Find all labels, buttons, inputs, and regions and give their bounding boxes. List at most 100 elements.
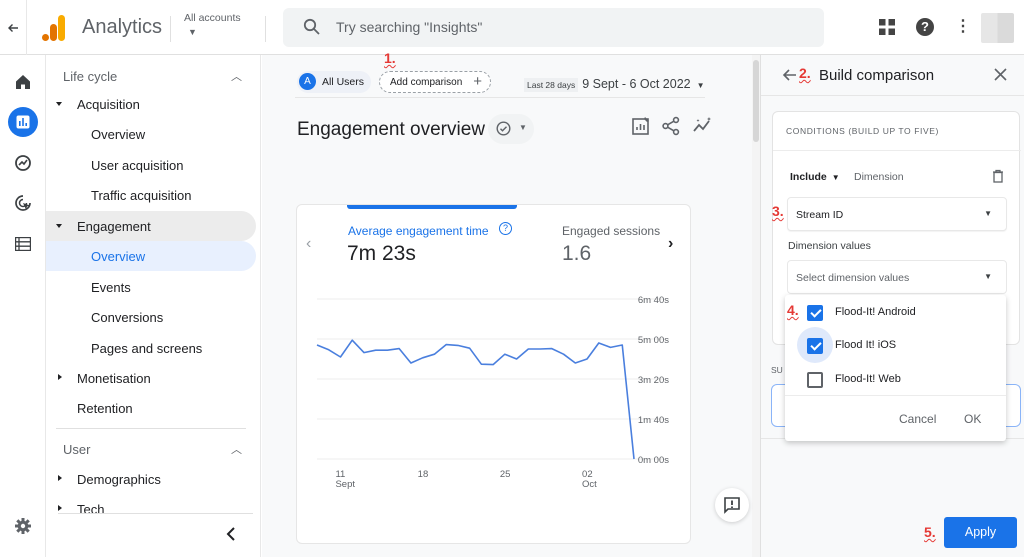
cancel-button[interactable]: Cancel <box>899 412 937 426</box>
annotation-step-4: 4. <box>787 302 799 318</box>
add-comparison-button[interactable]: Add comparison + <box>379 71 491 93</box>
option-flood-it-web[interactable]: Flood-It! Web <box>785 363 1006 395</box>
sidebar-item-monetisation[interactable]: Monetisation <box>46 363 256 393</box>
dimension-values-select[interactable]: Select dimension values ▼ <box>787 260 1007 294</box>
checkbox-unchecked[interactable] <box>807 372 823 388</box>
nav-rail <box>0 55 46 557</box>
arrow-left-icon <box>8 24 18 32</box>
sidebar-item-events[interactable]: Events <box>46 272 256 302</box>
apps-grid-icon[interactable] <box>879 19 895 35</box>
analytics-logo-icon <box>42 15 65 41</box>
checkbox-checked[interactable] <box>807 305 823 321</box>
metric-tab-engaged-sessions[interactable]: Engaged sessions <box>562 224 661 238</box>
sidebar-item-label: Engagement <box>77 219 151 234</box>
svg-text:1m 40s: 1m 40s <box>638 415 669 426</box>
section-label: Life cycle <box>63 69 118 84</box>
share-icon[interactable] <box>661 116 681 136</box>
sidebar-item-label: Retention <box>77 401 133 416</box>
option-flood-it-ios[interactable]: Flood It! iOS <box>785 327 1006 363</box>
segment-chip-all-users[interactable]: A All Users <box>297 71 371 93</box>
feedback-button[interactable] <box>715 488 749 522</box>
rail-home[interactable] <box>8 67 38 97</box>
dimension-values-placeholder: Select dimension values <box>796 272 910 284</box>
dimension-values-label: Dimension values <box>788 240 871 252</box>
sidebar-item-conversions[interactable]: Conversions <box>46 302 256 332</box>
report-status-menu[interactable]: ▼ <box>488 114 534 144</box>
more-vert-icon[interactable]: ⋮ <box>955 18 971 35</box>
section-life-cycle[interactable]: Life cycle ︿ <box>46 60 256 92</box>
check-circle-icon <box>496 121 511 136</box>
caret-down-icon: ▼ <box>831 173 840 182</box>
sidebar-item-acquisition[interactable]: Acquisition <box>46 89 256 119</box>
main-scrollbar[interactable] <box>752 55 760 557</box>
checkbox-checked[interactable] <box>807 338 823 354</box>
account-selector[interactable]: All accounts <box>184 12 241 24</box>
bar-chart-icon <box>16 115 30 129</box>
conditions-header: CONDITIONS (BUILD UP TO FIVE) <box>786 126 939 136</box>
divider <box>58 513 253 514</box>
sidebar-item-retention[interactable]: Retention <box>46 393 256 423</box>
caret-down-icon[interactable]: ▼ <box>188 27 197 37</box>
sidebar-item-engagement-overview[interactable]: Overview <box>46 241 256 271</box>
svg-text:3m 20s: 3m 20s <box>638 375 669 386</box>
date-range-value: 9 Sept - 6 Oct 2022 <box>582 77 691 91</box>
rail-explore[interactable] <box>8 148 38 178</box>
sidebar-item-label: Overview <box>91 249 146 264</box>
annotation-step-2: 2. <box>799 65 811 81</box>
divider <box>761 95 1024 96</box>
close-panel-button[interactable] <box>994 64 1007 86</box>
option-label: Flood-It! Android <box>835 306 916 318</box>
scrollbar-thumb[interactable] <box>753 60 759 142</box>
sidebar-item-user-acquisition[interactable]: User acquisition <box>46 150 256 180</box>
feedback-icon <box>724 497 740 514</box>
sidebar-item-pages-and-screens[interactable]: Pages and screens <box>46 333 256 363</box>
date-range-picker[interactable]: Last 28 days 9 Sept - 6 Oct 2022 ▼ <box>524 75 705 93</box>
settings-button[interactable] <box>8 511 38 541</box>
search-bar[interactable]: Try searching "Insights" <box>283 8 824 47</box>
sidebar-item-acquisition-overview[interactable]: Overview <box>46 119 256 149</box>
divider <box>773 150 1021 151</box>
section-user[interactable]: User ︿ <box>46 433 256 465</box>
divider <box>785 395 1006 396</box>
avatar[interactable] <box>981 13 1014 43</box>
sidebar-item-label: User acquisition <box>91 158 184 173</box>
rail-configure[interactable] <box>8 229 38 259</box>
sidebar-item-label: Acquisition <box>77 97 140 112</box>
include-exclude-select[interactable]: Include ▼ <box>790 171 840 183</box>
chevron-up-icon[interactable]: ︿ <box>231 444 242 456</box>
search-input[interactable]: Try searching "Insights" <box>336 19 483 35</box>
summary-label: SU <box>771 365 783 375</box>
svg-text:02: 02 <box>582 469 593 480</box>
help-circle-icon[interactable]: ? <box>499 222 512 235</box>
app-title: Analytics <box>82 16 163 38</box>
insights-icon[interactable] <box>693 116 713 136</box>
option-flood-it-android[interactable]: Flood-It! Android <box>785 296 1006 328</box>
sidebar-item-traffic-acquisition[interactable]: Traffic acquisition <box>46 180 256 210</box>
ok-button[interactable]: OK <box>964 412 982 426</box>
divider <box>170 16 171 42</box>
next-metric-button[interactable]: › <box>668 235 674 252</box>
panel-back-button[interactable] <box>782 64 797 87</box>
svg-text:Sept: Sept <box>335 479 355 490</box>
include-label: Include <box>790 171 827 183</box>
sidebar-item-engagement[interactable]: Engagement <box>46 211 256 241</box>
rail-reports[interactable] <box>8 107 38 137</box>
trash-icon[interactable] <box>992 169 1004 183</box>
help-icon[interactable]: ? <box>916 18 934 36</box>
collapse-sidebar-button[interactable] <box>226 527 236 546</box>
svg-text:11: 11 <box>335 469 345 480</box>
rail-advertising[interactable] <box>8 188 38 218</box>
caret-down-icon <box>56 224 62 228</box>
apply-button[interactable]: Apply <box>944 517 1017 548</box>
annotation-step-1: 1. <box>384 50 396 66</box>
dimension-select[interactable]: Stream ID ▼ <box>787 197 1007 231</box>
annotation-step-3: 3. <box>772 203 784 219</box>
chevron-up-icon[interactable]: ︿ <box>231 71 242 83</box>
previous-metric-button[interactable]: ‹ <box>306 235 312 252</box>
sidebar-item-demographics[interactable]: Demographics <box>46 464 256 494</box>
back-button[interactable] <box>4 17 22 39</box>
metric-tab-avg-engagement-time[interactable]: Average engagement time <box>348 224 489 238</box>
caret-down-icon: ▼ <box>984 272 992 281</box>
customize-report-icon[interactable] <box>631 116 651 136</box>
